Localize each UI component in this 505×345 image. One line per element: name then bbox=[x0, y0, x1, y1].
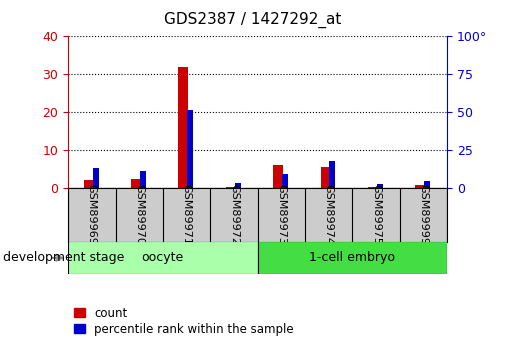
Text: GSM89974: GSM89974 bbox=[324, 184, 334, 245]
Text: oocyte: oocyte bbox=[142, 252, 184, 264]
Bar bbox=[415, 185, 425, 188]
Text: GSM89969: GSM89969 bbox=[87, 184, 97, 245]
Bar bbox=[68, 241, 258, 274]
Text: GSM89972: GSM89972 bbox=[229, 184, 239, 245]
Bar bbox=[424, 181, 430, 188]
Bar bbox=[377, 184, 383, 188]
Bar bbox=[235, 183, 241, 188]
Bar bbox=[226, 187, 235, 188]
Bar bbox=[140, 171, 146, 188]
Text: GSM89999: GSM89999 bbox=[418, 184, 428, 245]
Text: 1-cell embryo: 1-cell embryo bbox=[309, 252, 395, 264]
Bar bbox=[92, 168, 98, 188]
Bar bbox=[178, 67, 188, 188]
Bar bbox=[187, 110, 193, 188]
Bar bbox=[273, 165, 283, 188]
Text: GSM89971: GSM89971 bbox=[181, 184, 191, 245]
Bar bbox=[329, 161, 335, 188]
Text: GSM89973: GSM89973 bbox=[276, 184, 286, 245]
Bar bbox=[258, 241, 447, 274]
Bar bbox=[84, 180, 93, 188]
Legend: count, percentile rank within the sample: count, percentile rank within the sample bbox=[74, 307, 294, 336]
Text: GSM89970: GSM89970 bbox=[134, 184, 144, 245]
Text: GSM89975: GSM89975 bbox=[371, 184, 381, 245]
Bar bbox=[321, 167, 330, 188]
Bar bbox=[368, 187, 377, 188]
Text: development stage: development stage bbox=[3, 252, 124, 264]
Bar bbox=[131, 179, 140, 188]
Bar bbox=[282, 174, 288, 188]
Text: GDS2387 / 1427292_at: GDS2387 / 1427292_at bbox=[164, 12, 341, 28]
